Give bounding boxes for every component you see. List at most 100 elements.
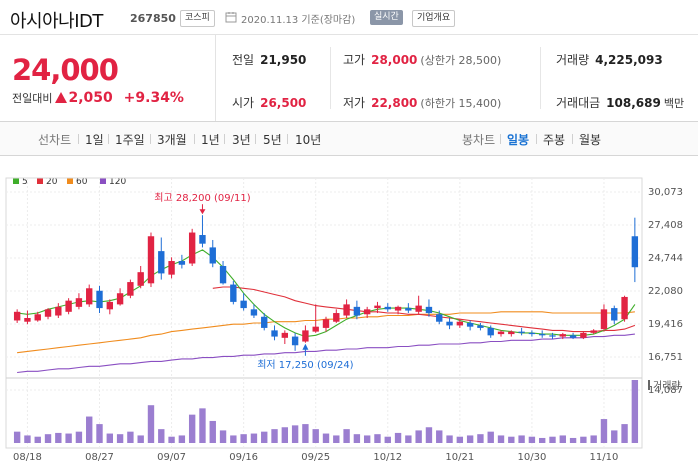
tab-divider: [108, 134, 109, 144]
x-tick-label: 10/30: [517, 452, 546, 463]
candle-body: [631, 236, 639, 268]
open-label: 시가: [232, 96, 255, 110]
change-label: 전일대비: [12, 92, 53, 105]
volume-bar: [209, 420, 216, 443]
legend-ma5-label: 5: [22, 177, 28, 187]
candle-body: [497, 331, 505, 335]
tab-divider: [572, 134, 573, 144]
candle-body: [188, 232, 196, 264]
stock-code: 267850: [130, 12, 176, 25]
tab-period-1w[interactable]: 1주일: [115, 133, 145, 147]
tab-period-1y[interactable]: 1년: [201, 133, 220, 147]
chart-tabs: 선차트 1일 1주일 3개월 1년 3년 5년 10년 봉차트 일봉 주봉 월봉: [0, 122, 698, 156]
tab-period-5y[interactable]: 5년: [263, 133, 282, 147]
volume-bar: [487, 431, 494, 443]
volume-bar: [291, 425, 299, 443]
volume-bar: [333, 435, 340, 443]
tab-divider: [194, 134, 195, 144]
legend-ma5: 5: [13, 177, 28, 187]
candle-body: [34, 314, 41, 321]
candle-body: [559, 334, 566, 337]
realtime-button[interactable]: 실시간: [370, 10, 403, 25]
x-tick-label: 10/12: [373, 452, 402, 463]
candle-body: [281, 332, 289, 338]
tab-divider: [224, 134, 225, 144]
volume-label: 거래량: [653, 380, 681, 392]
candle-body: [302, 330, 309, 342]
candle-body: [219, 265, 227, 284]
y-tick-label: 30,073: [648, 187, 683, 198]
candle-body: [600, 309, 608, 330]
volume-bar: [178, 435, 186, 443]
tab-period-10y[interactable]: 10년: [295, 133, 322, 147]
candle-body: [508, 331, 515, 335]
quote-date: 2020.11.13 기준(장마감): [241, 15, 356, 26]
quote-summary: 24,000 전일대비 2,050 +9.34% 전일 21,950 시가 26,50…: [0, 35, 698, 122]
high-annotation: 최고 28,200 (09/11): [154, 192, 250, 204]
candle-body: [374, 305, 381, 309]
volume-bar: [219, 430, 227, 443]
volume-bar: [96, 424, 103, 443]
x-tick-label: 09/07: [157, 452, 186, 463]
company-overview-button[interactable]: 기업개요: [412, 10, 456, 27]
candle-body: [446, 321, 453, 326]
y-tick-label: 19,416: [648, 319, 683, 330]
candle-body: [539, 334, 546, 336]
legend-ma20-label: 20: [46, 177, 58, 187]
tab-candle-weekly[interactable]: 주봉: [543, 133, 566, 147]
trade-volume: 거래량 4,225,093: [556, 51, 663, 68]
candle-body: [394, 306, 402, 311]
candle-body: [230, 284, 237, 302]
volume-bar: [580, 436, 587, 443]
candle-body: [487, 327, 494, 336]
volume-bar: [13, 431, 21, 443]
candle-body: [405, 308, 412, 311]
legend-ma60-label: 60: [76, 177, 88, 187]
candle-body: [621, 296, 628, 320]
tab-divider: [500, 134, 501, 144]
volume-bar: [281, 427, 289, 443]
volume-bar: [497, 435, 505, 443]
y-tick-label: 24,744: [648, 253, 683, 264]
volume-bar: [55, 432, 62, 443]
chart-frame: [5, 177, 643, 449]
legend-swatch: [13, 178, 19, 184]
candle-body: [343, 304, 350, 316]
candle-body: [477, 325, 484, 328]
candle-body: [55, 306, 62, 316]
x-tick-label: 08/27: [85, 452, 114, 463]
volume-bar: [590, 435, 597, 443]
low-label: 저가: [343, 96, 366, 110]
volume-bar: [75, 431, 83, 443]
change-percent: +9.34%: [123, 90, 184, 106]
up-arrow-icon: [55, 92, 68, 103]
tab-period-1d[interactable]: 1일: [85, 133, 104, 147]
tab-candle-monthly[interactable]: 월봉: [579, 133, 602, 147]
volume-bar: [127, 431, 134, 443]
tab-candle-daily[interactable]: 일봉: [507, 133, 530, 147]
volume-bar: [44, 434, 52, 443]
tab-line-chart[interactable]: 선차트: [38, 133, 72, 147]
upper-limit: (상한가 28,500): [420, 54, 502, 67]
candle-body: [199, 235, 206, 244]
volume-bar: [466, 435, 474, 443]
candle-body: [168, 261, 175, 275]
volume-bar: [86, 416, 93, 443]
candle-body: [291, 336, 299, 346]
candle-body: [65, 300, 72, 312]
volume-bar: [343, 429, 350, 443]
volume-bar: [394, 432, 402, 443]
volume-legend-mark: [648, 380, 650, 390]
candle-body: [13, 311, 21, 321]
volume-bar: [446, 435, 453, 443]
y-tick-label: 27,408: [648, 220, 683, 231]
volume-bar: [611, 430, 618, 443]
tab-period-3m[interactable]: 3개월: [157, 133, 187, 147]
tab-candle-chart[interactable]: 봉차트: [462, 133, 496, 147]
volume-bar: [374, 434, 381, 443]
candle-body: [363, 309, 371, 315]
volume-bar: [250, 433, 258, 443]
tab-period-3y[interactable]: 3년: [232, 133, 251, 147]
candle-body: [250, 309, 258, 316]
candle-body: [312, 326, 319, 332]
